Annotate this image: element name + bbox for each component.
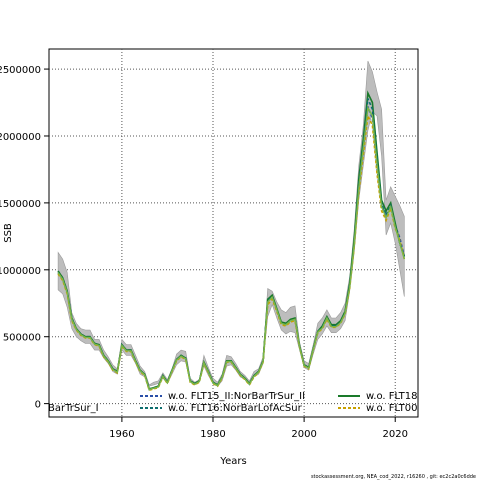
series-lines xyxy=(57,90,406,392)
x-tick-label-1: 1980 xyxy=(200,429,225,440)
y-tick-label-4: 2000000 xyxy=(0,132,41,143)
legend-label-1: w.o. FLT15_II:NorBarTrSur_II xyxy=(168,391,305,402)
x-tick-label-2: 2000 xyxy=(291,429,316,440)
confidence-band xyxy=(57,60,405,387)
series-line-1 xyxy=(57,90,406,390)
footer-text: stockassessment.org, NEA_cod_2022, r1626… xyxy=(311,474,476,480)
x-tick-label-0: 1960 xyxy=(109,429,134,440)
x-axis-title: Years xyxy=(219,456,246,467)
legend-label-2: w.o. FLT16:NorBarLofAcSur xyxy=(168,403,303,414)
y-tick-label-5: 2500000 xyxy=(0,65,41,76)
ci-band-area xyxy=(57,60,405,387)
legend-label-4: w.o. FLT00 xyxy=(366,403,418,414)
series-line-4 xyxy=(57,105,405,391)
legend: BarTrSur_Iw.o. FLT15_II:NorBarTrSur_IIw.… xyxy=(48,391,418,414)
legend-label-3: w.o. FLT18 xyxy=(366,391,418,402)
plot-frame xyxy=(48,48,419,418)
y-tick-label-0: 0 xyxy=(35,400,41,411)
legend-label-0: BarTrSur_I xyxy=(48,403,99,414)
x-axis: 1960 1980 2000 2020 xyxy=(109,417,408,440)
y-axis: 0 500000 1000000 1500000 2000000 2500000 xyxy=(0,65,49,411)
y-tick-label-2: 1000000 xyxy=(0,266,41,277)
y-axis-title: SSB xyxy=(3,223,14,243)
series-line-2 xyxy=(57,98,406,391)
y-tick-label-3: 1500000 xyxy=(0,199,41,210)
y-tick-label-1: 500000 xyxy=(3,333,41,344)
x-tick-label-3: 2020 xyxy=(382,429,407,440)
